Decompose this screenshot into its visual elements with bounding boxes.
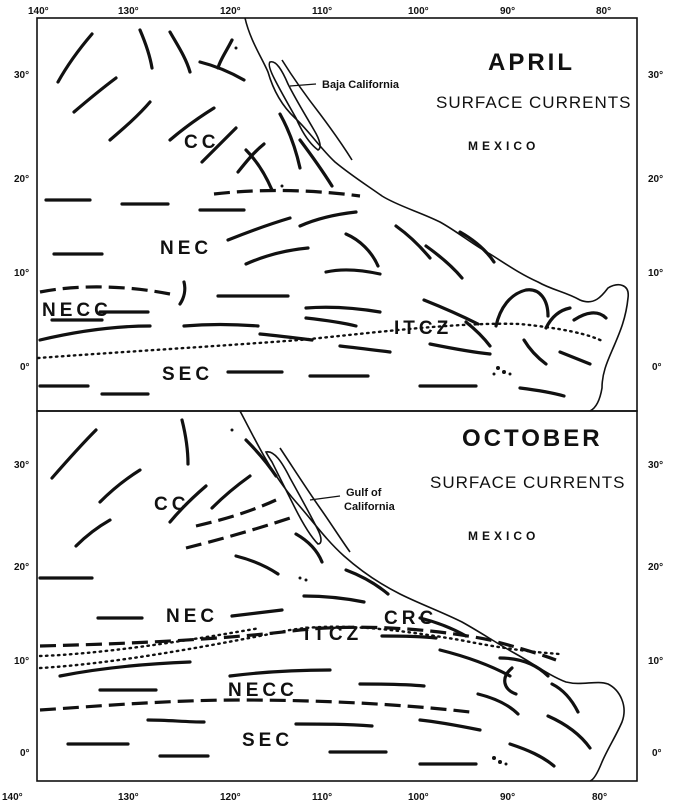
lat-tick-0-right: 0° (652, 362, 662, 373)
lat-tick-10-right-oct: 10° (648, 656, 663, 667)
lon-tick-90: 90° (500, 6, 515, 17)
october-label-sec: SEC (242, 730, 293, 751)
lat-tick-30-right-oct: 30° (648, 460, 663, 471)
october-title: OCTOBER (462, 425, 603, 452)
lat-tick-10-right: 10° (648, 268, 663, 279)
april-place-label: Baja California (322, 79, 400, 91)
october-place-label-line1: Gulf of (346, 487, 382, 499)
october-gulf-coast (279, 447, 351, 553)
april-country-label: MEXICO (468, 139, 539, 153)
lat-tick-30-left-oct: 30° (14, 460, 29, 471)
april-label-necc: NECC (42, 300, 112, 321)
october-current-arrows (38, 418, 592, 768)
lon-tick-80: 80° (596, 6, 611, 17)
lat-tick-20-right: 20° (648, 174, 663, 185)
april-label-nec: NEC (160, 238, 212, 259)
october-country-label: MEXICO (468, 529, 539, 543)
october-coastline (239, 410, 625, 782)
lon-tick-100-bottom: 100° (408, 792, 429, 803)
lon-tick-120: 120° (220, 6, 241, 17)
april-label-sec: SEC (162, 364, 213, 385)
lat-tick-20-right-oct: 20° (648, 562, 663, 573)
lat-tick-0-left: 0° (20, 362, 30, 373)
april-panel: APRIL SURFACE CURRENTS MEXICO Baja Calif… (36, 17, 631, 412)
october-label-crc: CRC (384, 608, 437, 629)
lon-tick-120-bottom: 120° (220, 792, 241, 803)
lon-tick-80-bottom: 80° (592, 792, 607, 803)
october-panel-frame (36, 410, 638, 782)
lon-tick-140: 140° (28, 6, 49, 17)
april-coastline (244, 17, 629, 412)
lat-tick-30-left: 30° (14, 70, 29, 81)
lat-tick-0-left-oct: 0° (20, 748, 30, 759)
october-place-label-line2: California (344, 501, 396, 513)
april-current-arrows (36, 28, 608, 398)
lon-tick-90-bottom: 90° (500, 792, 515, 803)
lon-tick-140-bottom: 140° (2, 792, 23, 803)
october-panel: OCTOBER SURFACE CURRENTS MEXICO Gulf of … (38, 410, 625, 782)
october-label-itcz: ITCZ (304, 624, 362, 645)
october-subtitle: SURFACE CURRENTS (430, 473, 625, 492)
april-gulf-coast (281, 59, 353, 161)
april-label-cc: CC (184, 132, 219, 153)
lon-tick-110: 110° (312, 6, 332, 17)
october-label-necc: NECC (228, 680, 298, 701)
top-longitude-axis: 140° 130° 120° 110° 100° 90° 80° (28, 6, 611, 17)
april-label-itcz: ITCZ (394, 318, 452, 339)
lon-tick-110-bottom: 110° (312, 792, 332, 803)
april-baja-peninsula (268, 60, 321, 151)
october-latitude-axis: 30° 20° 10° 0° 30° 20° 10° 0° (14, 460, 663, 759)
april-latitude-axis: 30° 20° 10° 0° 30° 20° 10° 0° (14, 70, 663, 373)
october-label-nec: NEC (166, 606, 218, 627)
lat-tick-20-left: 20° (14, 174, 29, 185)
lon-tick-100: 100° (408, 6, 429, 17)
april-place-pointer (289, 83, 317, 87)
lat-tick-0-right-oct: 0° (652, 748, 662, 759)
october-baja-peninsula (264, 451, 322, 545)
april-title: APRIL (488, 49, 575, 76)
lat-tick-10-left: 10° (14, 268, 29, 279)
lon-tick-130: 130° (118, 6, 139, 17)
april-subtitle: SURFACE CURRENTS (436, 93, 631, 112)
bottom-longitude-axis: 140° 130° 120° 110° 100° 90° 80° (2, 792, 607, 803)
lon-tick-130-bottom: 130° (118, 792, 139, 803)
lat-tick-10-left-oct: 10° (14, 656, 29, 667)
october-label-cc: CC (154, 494, 189, 515)
lat-tick-30-right: 30° (648, 70, 663, 81)
october-place-pointer (309, 495, 341, 501)
lat-tick-20-left-oct: 20° (14, 562, 29, 573)
